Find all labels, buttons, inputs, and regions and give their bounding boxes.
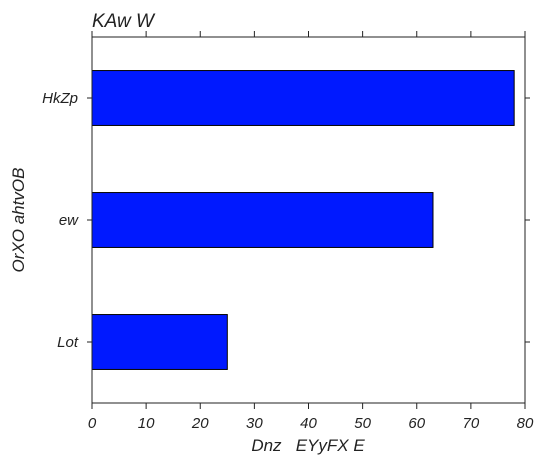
plot-frame — [91, 36, 526, 404]
chart-title: KAw W — [92, 11, 156, 32]
x-tick-label: 20 — [191, 415, 209, 432]
y-tick-label: ew — [59, 212, 79, 229]
x-ticks: 0 10 20 30 40 50 60 70 80 — [88, 31, 534, 432]
y-axis-label: OrXO ahtvOB — [9, 168, 28, 273]
bar — [91, 314, 228, 370]
x-axis-label: Dnz EYyFX E — [251, 436, 365, 455]
y-tick-label: Lot — [57, 334, 79, 351]
x-tick-label: 40 — [300, 415, 317, 432]
x-tick-label: 50 — [354, 415, 371, 432]
x-tick-label: 10 — [138, 415, 155, 432]
bar — [91, 192, 434, 248]
x-tick-label: 80 — [517, 415, 534, 432]
x-tick-label: 0 — [88, 415, 97, 432]
bar — [91, 70, 515, 126]
y-tick-label: HkZp — [42, 90, 78, 107]
x-tick-label: 70 — [463, 415, 480, 432]
x-tick-label: 30 — [246, 415, 263, 432]
y-ticks: HkZp ew Lot — [42, 90, 530, 351]
x-tick-label: 60 — [408, 415, 425, 432]
bars-group — [91, 70, 515, 370]
